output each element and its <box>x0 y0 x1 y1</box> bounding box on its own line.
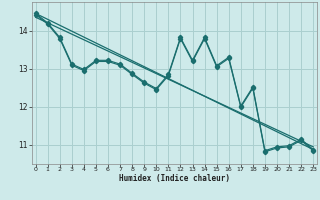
X-axis label: Humidex (Indice chaleur): Humidex (Indice chaleur) <box>119 174 230 183</box>
